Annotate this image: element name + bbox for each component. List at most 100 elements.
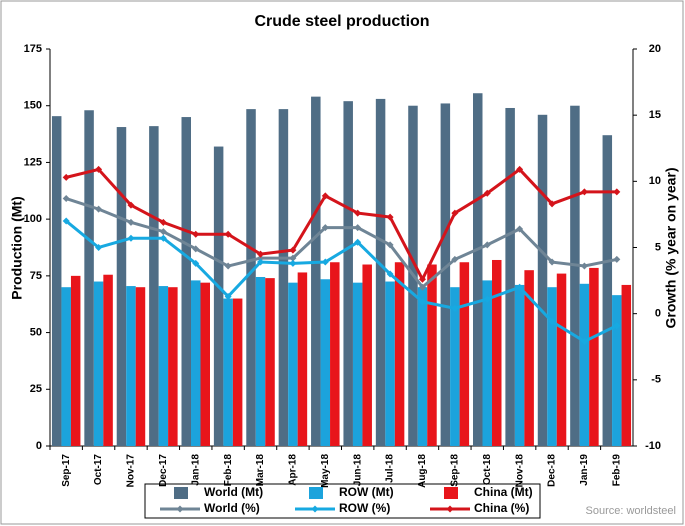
y-tick-label: 25 — [30, 383, 42, 395]
line-marker — [613, 322, 621, 330]
line-marker — [354, 224, 362, 232]
line-marker — [451, 209, 459, 217]
y-tick-label: 0 — [36, 440, 42, 452]
x-tick-label: Aug-18 — [417, 454, 428, 488]
line-marker — [548, 318, 556, 326]
x-tick-label: Sep-18 — [450, 454, 461, 487]
bar — [459, 262, 470, 446]
x-tick-label: Feb-19 — [611, 454, 622, 487]
line-marker — [224, 262, 232, 270]
x-tick-label: Jan-19 — [579, 454, 590, 486]
bar — [61, 287, 71, 446]
bar — [70, 275, 81, 446]
line-marker — [224, 292, 232, 300]
y-axis-title: Production (Mt) — [9, 196, 25, 299]
bar — [343, 101, 353, 447]
line-marker — [192, 245, 200, 253]
x-tick-label: Oct-18 — [482, 454, 493, 486]
legend-label: China (Mt) — [474, 485, 533, 499]
x-tick-label: Dec-17 — [158, 454, 169, 487]
line-marker — [127, 218, 135, 226]
bar — [181, 117, 191, 447]
legend-label: China (%) — [474, 501, 529, 515]
line-marker — [95, 205, 103, 213]
bar — [524, 270, 534, 446]
y2-tick-label: 10 — [649, 175, 661, 187]
bar — [200, 282, 210, 446]
line-marker — [95, 244, 103, 251]
bar — [362, 264, 372, 446]
y2-tick-label: 20 — [649, 43, 661, 55]
bar — [375, 98, 386, 446]
bar — [93, 281, 104, 446]
bar — [473, 93, 483, 446]
line-marker — [516, 225, 524, 233]
line-marker — [289, 246, 297, 254]
bar — [297, 272, 308, 446]
line-marker — [418, 283, 426, 291]
legend-swatch — [444, 487, 458, 499]
line-marker — [321, 258, 329, 266]
line-marker — [548, 258, 556, 266]
y-tick-label: 150 — [24, 100, 42, 112]
bar — [417, 287, 428, 446]
y-tick-label: 50 — [30, 326, 42, 338]
line-marker — [159, 228, 167, 236]
bar — [126, 286, 136, 446]
bar — [602, 135, 613, 446]
line-marker — [451, 304, 459, 312]
y-tick-label: 175 — [24, 43, 42, 55]
line — [65, 197, 618, 290]
x-tick-label: Jan-18 — [190, 454, 201, 486]
legend-marker — [176, 505, 184, 513]
x-tick-label: Dec-18 — [547, 454, 558, 487]
line-marker — [386, 241, 394, 249]
x-tick-label: Apr-18 — [288, 454, 299, 486]
line-marker — [580, 188, 588, 196]
bar — [149, 126, 159, 446]
line-marker — [580, 337, 588, 345]
bar — [385, 281, 395, 446]
bar — [223, 298, 233, 446]
line-marker — [451, 255, 459, 263]
bar — [589, 267, 599, 446]
bar — [514, 284, 525, 446]
bar — [394, 262, 405, 446]
bar — [352, 282, 363, 446]
line-marker — [516, 283, 524, 291]
line-marker — [257, 254, 265, 262]
bar — [482, 280, 492, 446]
legend-label: ROW (Mt) — [339, 485, 394, 499]
line — [65, 167, 617, 283]
line-marker — [257, 258, 265, 266]
bar — [612, 295, 622, 446]
legend-marker — [311, 505, 319, 513]
line-marker — [321, 192, 329, 200]
legend-marker — [446, 505, 454, 513]
line-marker — [613, 188, 621, 196]
line-marker — [354, 209, 362, 217]
bar — [492, 259, 502, 446]
y2-axis-title: Growth (% year on year) — [663, 167, 679, 328]
x-tick-label: May-18 — [320, 454, 331, 488]
y2-tick-label: 15 — [649, 109, 661, 121]
line — [65, 219, 618, 344]
y2-tick-label: 5 — [655, 241, 661, 253]
line-marker — [224, 230, 232, 238]
bar — [427, 264, 437, 446]
bar — [505, 107, 515, 447]
line-marker — [386, 213, 394, 221]
line-marker — [257, 250, 265, 258]
legend-swatch — [309, 487, 323, 499]
line-marker — [159, 234, 167, 242]
bar — [621, 284, 632, 446]
bar — [311, 96, 321, 446]
line-marker — [127, 234, 135, 242]
line-marker — [483, 189, 491, 197]
bar — [320, 279, 331, 446]
line-marker — [548, 200, 556, 208]
x-tick-label: Oct-17 — [93, 454, 104, 486]
bar — [158, 286, 169, 446]
y2-tick-label: 0 — [655, 308, 661, 320]
